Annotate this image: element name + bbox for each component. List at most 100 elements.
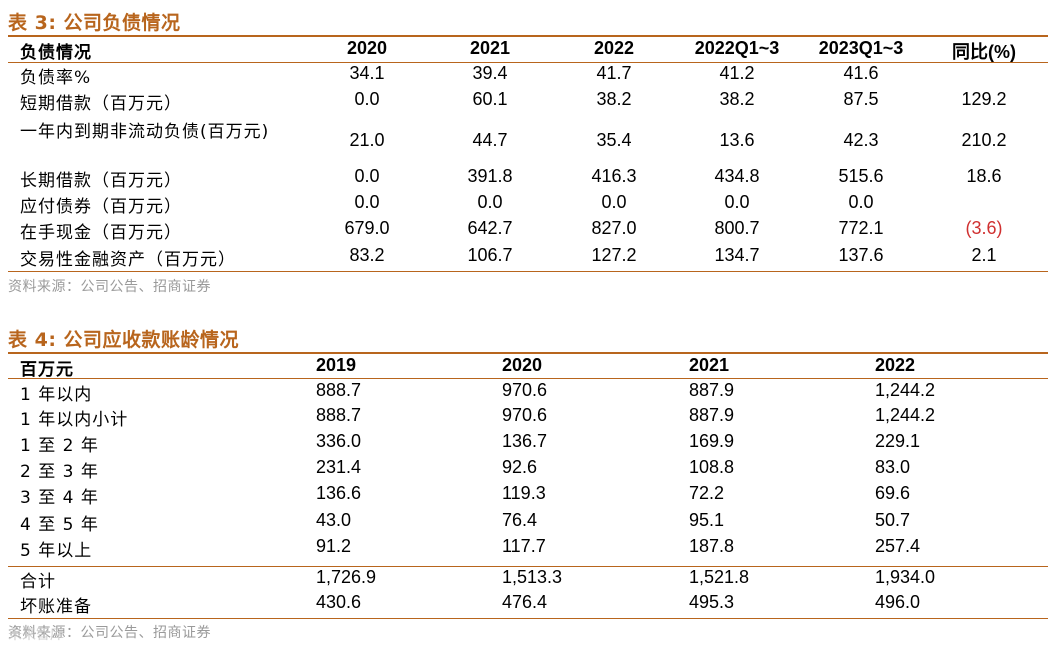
table4-row: 合计 1,726.9 1,513.3 1,521.8 1,934.0 <box>0 567 1050 593</box>
table4-title: 表 4: 公司应收款账龄情况 <box>8 329 240 351</box>
table3-cell: 38.2 <box>596 89 632 109</box>
table4-cell: 187.8 <box>689 536 735 556</box>
table3-cell: 39.4 <box>472 63 508 83</box>
table3-header-2021: 2021 <box>469 38 511 58</box>
table4-cell: 50.7 <box>875 510 911 530</box>
table4-cell: 136.6 <box>316 483 362 503</box>
table4-cell: 970.6 <box>502 380 548 400</box>
table4-cell: 169.9 <box>689 431 735 451</box>
table3-cell: 21.0 <box>349 130 385 150</box>
table3-cell: 13.6 <box>719 130 755 150</box>
table3-row-label: 长期借款（百万元） <box>20 171 182 191</box>
table3-row-label: 一年内到期非流动负债(百万元) <box>20 122 270 142</box>
table3-cell: 106.7 <box>467 245 513 265</box>
table4-total-rule <box>8 566 1048 567</box>
table3-cell: 515.6 <box>838 166 884 186</box>
table3-row: 长期借款（百万元） 0.0 391.8 416.3 434.8 515.6 18.6 <box>0 166 1050 192</box>
table4-cell: 136.7 <box>502 431 548 451</box>
table3-header-2022q: 2022Q1~3 <box>694 38 780 58</box>
table4-header-label: 百万元 <box>20 360 74 380</box>
table4-row-label: 4 至 5 年 <box>20 515 99 535</box>
table3-row: 负债率% 34.1 39.4 41.7 41.2 41.6 <box>0 63 1050 89</box>
table3-cell: 38.2 <box>719 89 755 109</box>
table4-row-label: 坏账准备 <box>20 597 92 617</box>
table3-row-label: 短期借款（百万元） <box>20 94 182 114</box>
table3-row-label: 应付债券（百万元） <box>20 197 182 217</box>
table4-row-label: 1 年以内小计 <box>20 410 129 430</box>
table4-cell: 43.0 <box>316 510 352 530</box>
table3-cell: 0.0 <box>601 192 627 212</box>
table3-cell: 137.6 <box>838 245 884 265</box>
table4-cell: 1,244.2 <box>875 380 936 400</box>
table3-cell: 129.2 <box>961 89 1007 109</box>
table3-row: 应付债券（百万元） 0.0 0.0 0.0 0.0 0.0 <box>0 192 1050 218</box>
table4-header-2020: 2020 <box>502 355 543 375</box>
table3-header-rule <box>8 62 1048 63</box>
table3-cell: 41.7 <box>596 63 632 83</box>
table3-cell: 87.5 <box>843 89 879 109</box>
table3-row-label: 负债率% <box>20 68 92 88</box>
table3-cell: 42.3 <box>843 130 879 150</box>
table4-row: 4 至 5 年 43.0 76.4 95.1 50.7 <box>0 510 1050 536</box>
table3-cell: 210.2 <box>961 130 1007 150</box>
table4-row: 2 至 3 年 231.4 92.6 108.8 83.0 <box>0 457 1050 483</box>
table4-cell: 83.0 <box>875 457 911 477</box>
table4-row-label: 合计 <box>20 572 56 592</box>
table4-cell: 888.7 <box>316 380 362 400</box>
table4-row: 1 年以内小计 888.7 970.6 887.9 1,244.2 <box>0 405 1050 431</box>
table3-cell: 127.2 <box>591 245 637 265</box>
table4-cell: 95.1 <box>689 510 725 530</box>
table3-cell: 800.7 <box>714 218 760 238</box>
table3-cell: 642.7 <box>467 218 513 238</box>
table4-cell: 229.1 <box>875 431 921 451</box>
table4-row: 5 年以上 91.2 117.7 187.8 257.4 <box>0 536 1050 562</box>
table3-cell: 827.0 <box>591 218 637 238</box>
table3-row-label: 在手现金（百万元） <box>20 223 182 243</box>
table3-cell: 134.7 <box>714 245 760 265</box>
table4-source: 资料来源：公司公告、招商证券 <box>8 625 211 641</box>
table4-row: 坏账准备 430.6 476.4 495.3 496.0 <box>0 592 1050 618</box>
table4-cell: 1,521.8 <box>689 567 750 587</box>
table3-header-2022: 2022 <box>593 38 635 58</box>
table4-header-2022: 2022 <box>875 355 916 375</box>
table4-cell: 117.7 <box>502 536 546 556</box>
table4-header-2019: 2019 <box>316 355 357 375</box>
table3-cell: 0.0 <box>354 89 380 109</box>
table4-cell: 496.0 <box>875 592 921 612</box>
table4-cell: 119.3 <box>502 483 546 503</box>
table4-header-2021: 2021 <box>689 355 730 375</box>
table3-cell: 41.2 <box>719 63 755 83</box>
table4-cell: 72.2 <box>689 483 725 503</box>
table4-row-label: 1 至 2 年 <box>20 436 99 456</box>
table4-cell: 1,244.2 <box>875 405 936 425</box>
table4-cell: 888.7 <box>316 405 362 425</box>
watermark: 未来智库 <box>8 627 64 643</box>
table4-cell: 257.4 <box>875 536 921 556</box>
table3-top-rule <box>8 35 1048 37</box>
table3-source: 资料来源：公司公告、招商证券 <box>8 279 211 295</box>
table4-bottom-rule <box>8 618 1048 619</box>
table3-header-label: 负债情况 <box>20 43 92 63</box>
table4-cell: 970.6 <box>502 405 548 425</box>
table3-cell: 772.1 <box>838 218 884 238</box>
table3-row: 短期借款（百万元） 0.0 60.1 38.2 38.2 87.5 129.2 <box>0 89 1050 115</box>
table3-cell: 44.7 <box>472 130 508 150</box>
table4-row-label: 5 年以上 <box>20 541 93 561</box>
table3-cell: 34.1 <box>349 63 385 83</box>
table4-header-rule <box>8 378 1048 379</box>
table3-header-2023q: 2023Q1~3 <box>818 38 904 58</box>
table3-cell: 434.8 <box>714 166 760 186</box>
table4-row: 1 至 2 年 336.0 136.7 169.9 229.1 <box>0 431 1050 457</box>
table4-row: 3 至 4 年 136.6 119.3 72.2 69.6 <box>0 483 1050 509</box>
table4-cell: 887.9 <box>689 405 735 425</box>
table3-cell: (3.6) <box>965 218 1003 238</box>
table3-row: 在手现金（百万元） 679.0 642.7 827.0 800.7 772.1 (3.6) <box>0 218 1050 244</box>
table3-cell: 0.0 <box>354 192 380 212</box>
table4-cell: 92.6 <box>502 457 538 477</box>
table4-cell: 1,726.9 <box>316 567 377 587</box>
table3-cell: 0.0 <box>477 192 503 212</box>
table3-row-label: 交易性金融资产（百万元） <box>20 250 236 270</box>
table3-cell: 2.1 <box>971 245 997 265</box>
table4-header-row: 百万元 2019 2020 2021 2022 <box>0 355 1050 381</box>
table4-row: 1 年以内 888.7 970.6 887.9 1,244.2 <box>0 380 1050 406</box>
